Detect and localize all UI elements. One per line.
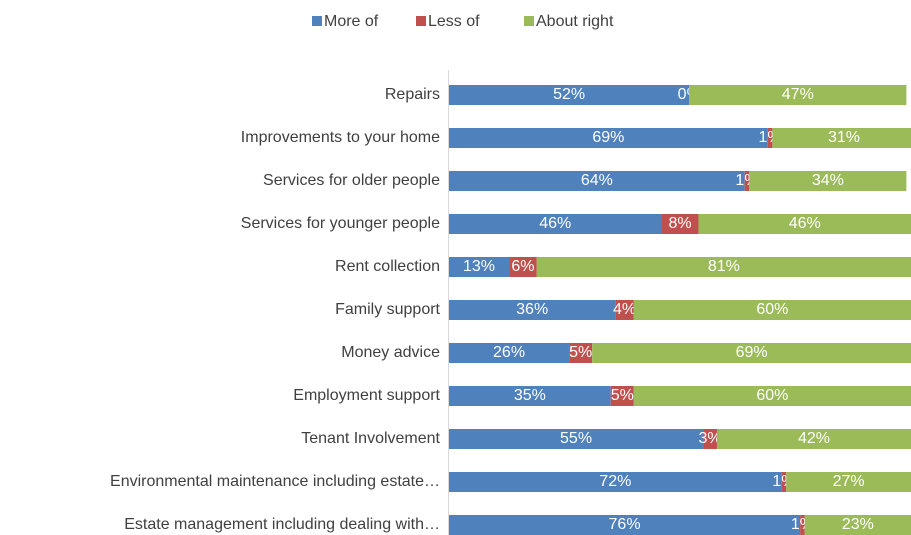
bar-segment: [615, 300, 634, 320]
data-label: 64%: [581, 172, 613, 189]
y-tick-label: Environmental maintenance including esta…: [110, 473, 440, 490]
y-tick-label: Employment support: [293, 387, 440, 404]
legend-label: More of: [324, 13, 379, 30]
y-tick-label: Money advice: [341, 344, 440, 361]
bar-segment: [772, 128, 911, 148]
data-label: 35%: [514, 387, 546, 404]
data-label: 60%: [756, 301, 788, 318]
data-label: 55%: [560, 430, 592, 447]
bar-segment: [449, 386, 611, 406]
data-label: 36%: [516, 301, 548, 318]
bar-segment: [689, 85, 907, 105]
data-label: 31%: [828, 129, 860, 146]
y-tick-label: Improvements to your home: [241, 129, 440, 146]
bar-segment: [509, 257, 537, 277]
data-label: 8%: [668, 215, 691, 232]
bar-segment: [449, 214, 662, 234]
data-label: 13%: [463, 258, 495, 275]
data-label: 72%: [599, 473, 631, 490]
y-tick-label: Services for older people: [263, 172, 440, 189]
bar-segment: [633, 386, 911, 406]
bar-segment: [703, 429, 717, 449]
y-tick-label: Family support: [335, 301, 440, 318]
data-label: 4%: [613, 301, 636, 318]
bar-segment: [449, 343, 570, 363]
data-label: 69%: [736, 344, 768, 361]
data-label: 6%: [511, 258, 534, 275]
bar-segment: [449, 515, 801, 535]
bar-segment: [716, 429, 911, 449]
data-label: 69%: [592, 129, 624, 146]
bar-segment: [786, 472, 911, 492]
legend-label: About right: [536, 13, 614, 30]
bar-segment: [633, 300, 911, 320]
bar-segment: [449, 171, 745, 191]
data-label: 42%: [798, 430, 830, 447]
legend-swatch: [312, 16, 322, 26]
data-label: 47%: [782, 86, 814, 103]
bar-segment: [744, 171, 750, 191]
bar-segment: [449, 85, 690, 105]
y-tick-label: Services for younger people: [241, 215, 440, 232]
bar-segment: [749, 171, 907, 191]
bar-segment: [449, 472, 782, 492]
bar-segment: [804, 515, 911, 535]
data-label: 76%: [609, 516, 641, 533]
bar-segment: [767, 128, 773, 148]
y-tick-label: Repairs: [385, 86, 440, 103]
data-label: 52%: [553, 86, 585, 103]
data-label: 81%: [708, 258, 740, 275]
bar-segment: [610, 386, 634, 406]
bar-segment: [698, 214, 911, 234]
bar-segment: [569, 343, 593, 363]
data-label: 5%: [611, 387, 634, 404]
legend-label: Less of: [428, 13, 480, 30]
data-label: 26%: [493, 344, 525, 361]
y-tick-label: Rent collection: [335, 258, 440, 275]
bar-segment: [592, 343, 911, 363]
legend-swatch: [416, 16, 426, 26]
legend-swatch: [524, 16, 534, 26]
data-label: 3%: [698, 430, 721, 447]
bar-segment: [449, 128, 768, 148]
bar-segment: [449, 300, 616, 320]
data-label: 5%: [569, 344, 592, 361]
bar-segment: [781, 472, 787, 492]
y-tick-label: Tenant Involvement: [301, 430, 440, 447]
data-label: 23%: [842, 516, 874, 533]
bar-segment: [536, 257, 911, 277]
bar-segment: [449, 429, 704, 449]
data-label: 46%: [539, 215, 571, 232]
data-label: 60%: [756, 387, 788, 404]
data-label: 34%: [812, 172, 844, 189]
bar-segment: [449, 257, 510, 277]
data-label: 46%: [789, 215, 821, 232]
bar-segment: [800, 515, 805, 535]
y-tick-label: Estate management including dealing with…: [124, 516, 440, 533]
bar-segment: [661, 214, 699, 234]
data-label: 27%: [833, 473, 865, 490]
